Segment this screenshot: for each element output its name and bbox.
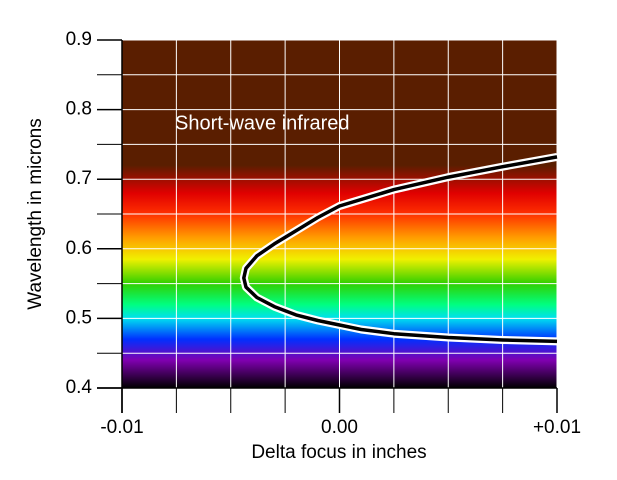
- x-axis-label: Delta focus in inches: [251, 442, 426, 463]
- y-tick-label: 0.6: [66, 238, 92, 259]
- x-tick-label: -0.01: [100, 417, 143, 438]
- y-tick-label: 0.4: [66, 377, 93, 398]
- y-tick-label: 0.8: [66, 99, 92, 120]
- annotation: Short-wave infrared: [175, 112, 350, 134]
- x-tick-label: +0.01: [533, 417, 581, 438]
- line: [242, 155, 558, 344]
- x-tick-label: 0.00: [321, 417, 358, 438]
- y-tick-label: 0.5: [66, 307, 92, 328]
- y-tick-label: 0.9: [66, 29, 92, 50]
- y-tick-label: 0.7: [66, 168, 92, 189]
- y-axis-label: Wavelength in microns: [25, 118, 46, 309]
